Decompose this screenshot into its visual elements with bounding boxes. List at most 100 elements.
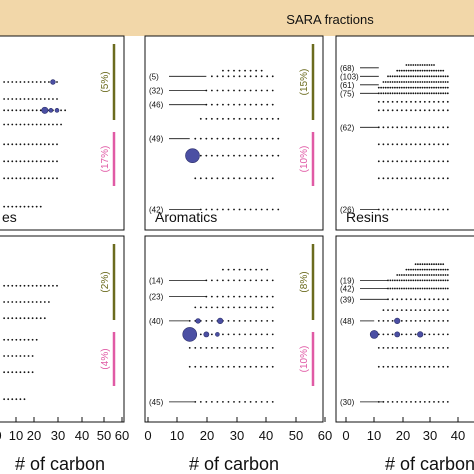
data-point [11, 143, 14, 146]
data-point [405, 287, 408, 290]
data-point [428, 160, 431, 163]
data-point [437, 100, 440, 103]
annotation-label: (42) [149, 206, 164, 215]
data-point [266, 347, 269, 349]
data-point [31, 301, 34, 303]
data-point [210, 333, 213, 336]
data-point [233, 69, 235, 72]
data-point [216, 177, 219, 180]
data-point [216, 347, 219, 349]
data-point [423, 298, 426, 301]
data-point [419, 274, 422, 276]
data-point [442, 86, 445, 89]
data-point [3, 338, 6, 341]
data-point [238, 75, 241, 78]
data-point [437, 126, 440, 129]
data-point [27, 338, 30, 341]
data-point [382, 92, 385, 95]
data-point [394, 279, 396, 282]
data-point [433, 274, 435, 276]
data-point [216, 103, 219, 106]
data-point [199, 365, 202, 368]
data-point [435, 75, 438, 78]
data-point [205, 295, 208, 298]
data-point [216, 401, 219, 403]
data-point [377, 100, 380, 103]
data-point [249, 306, 252, 309]
data-point [271, 177, 274, 180]
data-point [238, 208, 241, 211]
data-point [47, 81, 50, 83]
data-point [15, 301, 18, 303]
data-point [391, 287, 394, 290]
annotation-label: (75) [340, 89, 355, 98]
data-point [23, 301, 26, 303]
data-point [440, 86, 442, 89]
data-point [421, 268, 424, 271]
data-point [205, 347, 208, 349]
data-point [426, 92, 428, 95]
data-point [3, 371, 6, 374]
data-point [216, 365, 219, 368]
data-point [39, 284, 42, 287]
data-point [382, 347, 385, 349]
data-point [446, 75, 449, 78]
data-point [398, 279, 401, 282]
data-point [417, 69, 419, 72]
data-point [216, 137, 219, 140]
data-point [410, 143, 412, 146]
data-point [244, 347, 246, 349]
data-point [56, 143, 58, 146]
data-point [414, 309, 417, 311]
data-point [238, 103, 241, 106]
data-point [35, 81, 38, 83]
data-point [382, 177, 385, 180]
data-point [205, 137, 208, 140]
data-point [435, 69, 438, 72]
data-point [238, 295, 241, 298]
data-point [400, 109, 403, 112]
data-point [423, 320, 426, 322]
data-point [11, 123, 14, 126]
data-point [433, 100, 435, 103]
data-point [238, 154, 241, 157]
bubble-point [369, 330, 379, 339]
data-point [412, 274, 415, 276]
data-point [271, 320, 274, 322]
x-tick-label: 20 [200, 428, 214, 443]
data-point [199, 347, 202, 349]
data-point [227, 333, 230, 336]
data-point [15, 205, 18, 208]
data-point [216, 306, 219, 309]
data-point [227, 177, 230, 180]
data-point [238, 306, 241, 309]
data-point [7, 317, 10, 320]
data-point [410, 208, 412, 211]
data-point [387, 75, 389, 78]
data-point [407, 279, 410, 282]
data-point [405, 64, 408, 66]
data-point [396, 401, 399, 403]
x-tick-label: 20 [27, 428, 41, 443]
data-point [440, 268, 442, 271]
data-point [437, 279, 440, 282]
data-point [266, 306, 269, 309]
data-point [423, 92, 426, 95]
data-point [23, 317, 26, 320]
data-point [277, 154, 280, 157]
data-point [210, 75, 213, 78]
data-point [428, 268, 431, 271]
data-point [442, 309, 445, 311]
data-point [446, 160, 449, 163]
data-point [444, 86, 447, 89]
data-point [210, 279, 213, 282]
data-point [396, 81, 399, 83]
data-point [271, 365, 274, 368]
data-point [421, 92, 424, 95]
data-point [266, 268, 269, 271]
data-point [405, 109, 408, 112]
data-point [3, 109, 6, 112]
data-point [428, 86, 431, 89]
data-point [391, 333, 394, 336]
data-point [423, 263, 426, 266]
